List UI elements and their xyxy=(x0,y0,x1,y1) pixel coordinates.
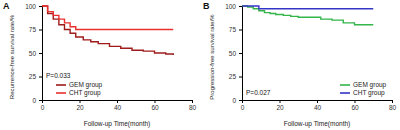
y-axis: 0 25 50 75 100 xyxy=(225,3,242,104)
x-tick-mark xyxy=(155,100,156,103)
legend-item: CHT group xyxy=(56,89,101,97)
x-tick-mark xyxy=(280,100,281,103)
x-tick-label: 80 xyxy=(189,104,197,111)
y-axis-title: Progression-free survival rate/% xyxy=(209,14,215,100)
x-tick: 20 xyxy=(276,100,284,111)
y-tick-mark xyxy=(239,53,242,54)
legend-label: GEM group xyxy=(353,81,387,89)
legend-label: GEM group xyxy=(69,81,103,89)
y-tick-label: 25 xyxy=(29,73,37,80)
y-axis-line xyxy=(239,7,243,101)
legend-swatch xyxy=(340,92,350,94)
x-axis-line xyxy=(243,101,393,104)
x-tick-label: 60 xyxy=(151,104,159,111)
y-axis: 0 25 50 75 100 xyxy=(25,3,42,104)
survival-line xyxy=(42,6,173,55)
y-tick-label: 50 xyxy=(29,50,37,57)
panel: 0 20 40 60 80 0 25 50 75 100 GEM groupCHT group P=0… xyxy=(203,1,396,128)
x-tick-label: 40 xyxy=(114,104,122,111)
y-tick: 50 xyxy=(229,50,242,57)
annotation: P=0.033 xyxy=(46,72,71,79)
y-tick-mark xyxy=(239,77,242,78)
x-tick-label: 20 xyxy=(276,104,284,111)
legend-label: CHT group xyxy=(353,89,385,97)
y-tick-mark xyxy=(239,30,242,31)
x-tick-label: 20 xyxy=(76,104,84,111)
plot: 0 20 40 60 80 0 25 50 75 100 GEM groupCHT group P=0… xyxy=(225,3,396,111)
y-tick: 0 xyxy=(32,97,42,104)
x-tick-mark xyxy=(355,100,356,103)
x-axis-title: Follow-up Time(month) xyxy=(284,120,350,128)
y-tick-label: 100 xyxy=(25,3,36,10)
marks xyxy=(42,6,173,55)
x-tick-mark xyxy=(317,100,318,103)
y-axis-line xyxy=(39,7,43,101)
legend-item: GEM group xyxy=(56,81,103,89)
y-tick: 75 xyxy=(29,26,42,33)
annotation: P=0.027 xyxy=(246,89,271,96)
panel-title: A xyxy=(3,1,10,11)
x-tick: 40 xyxy=(114,100,122,111)
plot: 0 20 40 60 80 0 25 50 75 100 GEM groupCHT group P=0… xyxy=(25,3,196,111)
y-tick-mark xyxy=(39,53,42,54)
x-tick: 80 xyxy=(389,100,397,111)
y-tick-label: 0 xyxy=(232,97,236,104)
y-tick-label: 0 xyxy=(32,97,36,104)
x-axis: 0 20 40 60 80 xyxy=(241,100,397,111)
y-tick-mark xyxy=(239,100,242,101)
y-tick: 100 xyxy=(225,3,242,10)
legend-item: GEM group xyxy=(340,81,387,89)
legend-swatch xyxy=(340,84,350,86)
x-tick: 20 xyxy=(76,100,84,111)
x-tick-mark xyxy=(80,100,81,103)
x-axis: 0 20 40 60 80 xyxy=(41,100,197,111)
x-tick: 0 xyxy=(41,100,45,111)
legend-item: CHT group xyxy=(340,89,385,97)
x-tick-label: 80 xyxy=(389,104,397,111)
x-tick-label: 60 xyxy=(351,104,359,111)
y-tick: 0 xyxy=(232,97,242,104)
y-tick-label: 75 xyxy=(29,26,37,33)
y-tick-label: 50 xyxy=(229,50,237,57)
y-axis-title: Recurrence-free survival rate/% xyxy=(9,14,15,99)
y-tick: 25 xyxy=(29,73,42,80)
y-tick-label: 100 xyxy=(225,3,236,10)
y-tick-label: 75 xyxy=(229,26,237,33)
figure: 0204060800255075100GEM groupCHT groupP=0… xyxy=(0,0,400,130)
y-tick-mark xyxy=(39,100,42,101)
x-tick-mark xyxy=(392,100,393,103)
legend-label: CHT group xyxy=(69,89,101,97)
x-tick: 60 xyxy=(351,100,359,111)
survival-line xyxy=(242,6,373,9)
y-tick: 75 xyxy=(229,26,242,33)
legend: GEM groupCHT group xyxy=(340,81,387,97)
y-tick-mark xyxy=(39,30,42,31)
x-tick-mark xyxy=(192,100,193,103)
legend: GEM groupCHT group xyxy=(56,81,103,97)
y-tick-mark xyxy=(39,6,42,7)
x-tick-mark xyxy=(117,100,118,103)
y-tick: 100 xyxy=(25,3,42,10)
legend-swatch xyxy=(56,92,66,94)
y-tick: 25 xyxy=(229,73,242,80)
y-tick-mark xyxy=(239,6,242,7)
y-tick: 50 xyxy=(29,50,42,57)
y-tick-mark xyxy=(39,77,42,78)
survival-line xyxy=(42,6,173,30)
panel-title: B xyxy=(203,1,210,11)
marks xyxy=(242,6,373,25)
x-axis-line xyxy=(43,101,193,104)
x-tick-label: 0 xyxy=(241,104,245,111)
panel: 0 20 40 60 80 0 25 50 75 100 GEM groupCHT group P=0… xyxy=(3,1,196,128)
x-tick-label: 0 xyxy=(41,104,45,111)
x-tick: 0 xyxy=(241,100,245,111)
x-tick: 80 xyxy=(189,100,197,111)
x-axis-title: Follow-up Time(month) xyxy=(84,120,150,128)
x-tick: 60 xyxy=(151,100,159,111)
x-tick-label: 40 xyxy=(314,104,322,111)
y-tick-label: 25 xyxy=(229,73,237,80)
survival-line xyxy=(242,6,373,25)
legend-swatch xyxy=(56,84,66,86)
x-tick: 40 xyxy=(314,100,322,111)
